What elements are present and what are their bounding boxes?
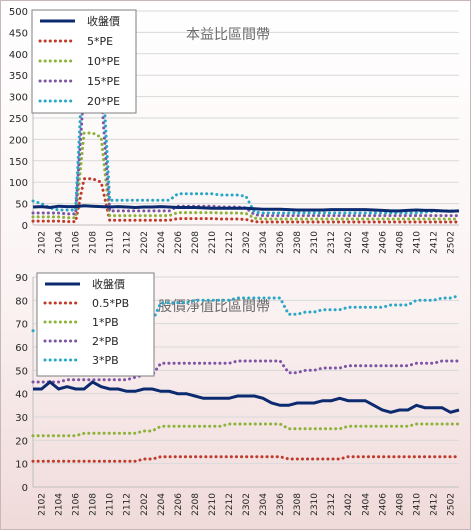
legend-label-2: 1*PB xyxy=(92,316,119,329)
series-line-2 xyxy=(31,422,461,438)
x-tick-label: 2312 xyxy=(327,231,337,254)
x-tick-label: 2310 xyxy=(310,231,320,254)
y-tick-label: 20 xyxy=(15,436,28,447)
x-tick-label: 2110 xyxy=(106,493,116,516)
x-tick-label: 2204 xyxy=(157,493,167,516)
x-tick-label: 2404 xyxy=(361,231,371,254)
pb-band-chart: 0 10 20 30 40 50 60 70 80 90 2102 2104 2106 2108 2110 2… xyxy=(15,272,461,516)
y-tick-label: 500 xyxy=(9,7,28,18)
x-tick-label: 2204 xyxy=(157,231,167,254)
series-line-3 xyxy=(31,359,461,384)
y-tick-label: 0 xyxy=(22,483,28,494)
x-tick-label: 2308 xyxy=(293,231,303,254)
y-tick-label: 50 xyxy=(15,200,28,211)
y-tick-label: 80 xyxy=(15,296,28,307)
x-tick-label: 2212 xyxy=(225,231,235,254)
x-tick-label: 2202 xyxy=(140,231,150,254)
x-tick-label: 2310 xyxy=(310,493,320,516)
x-tick-label: 2406 xyxy=(378,493,388,516)
pe-band-chart: 0 50 100 150 200 250 300 350 400 450 500 2102 2104 21… xyxy=(9,7,461,254)
x-tick-label: 2406 xyxy=(378,231,388,254)
x-tick-label: 2102 xyxy=(38,231,48,254)
y-tick-label: 60 xyxy=(15,343,28,354)
x-tick-label: 2206 xyxy=(174,231,184,254)
x-tick-label: 2112 xyxy=(123,493,133,516)
y-tick-label: 70 xyxy=(15,320,28,331)
x-tick-label: 2306 xyxy=(276,231,286,254)
y-tick-label: 450 xyxy=(9,28,28,39)
series-line-4 xyxy=(31,39,461,215)
x-tick-label: 2104 xyxy=(55,493,65,516)
x-tick-label: 2208 xyxy=(191,231,201,254)
x-tick-label: 2210 xyxy=(208,493,218,516)
y-tick-label: 300 xyxy=(9,93,28,104)
series-line-0 xyxy=(32,204,460,213)
y-tick-label: 90 xyxy=(15,273,28,284)
y-tick-label: 10 xyxy=(15,460,28,471)
x-tick-label: 2502 xyxy=(446,493,456,516)
legend-label-1: 5*PE xyxy=(87,35,113,48)
y-tick-label: 0 xyxy=(22,221,28,232)
x-tick-label: 2408 xyxy=(395,231,405,254)
y-tick-label: 350 xyxy=(9,71,28,82)
legend-label-0: 收盤價 xyxy=(92,277,125,291)
y-tick-label: 200 xyxy=(9,135,28,146)
legend-box xyxy=(31,9,137,114)
x-tick-label: 2206 xyxy=(174,493,184,516)
x-tick-label: 2412 xyxy=(429,493,439,516)
x-tick-label: 2410 xyxy=(412,231,422,254)
legend-label-2: 10*PE xyxy=(87,55,120,68)
x-tick-label: 2404 xyxy=(361,493,371,516)
x-tick-label: 2408 xyxy=(395,493,405,516)
x-tick-label: 2102 xyxy=(38,493,48,516)
x-tick-label: 2110 xyxy=(106,231,116,254)
y-tick-label: 30 xyxy=(15,413,28,424)
x-tick-label: 2212 xyxy=(225,493,235,516)
x-tick-label: 2502 xyxy=(446,231,456,254)
x-tick-label: 2312 xyxy=(327,493,337,516)
x-tick-label: 2304 xyxy=(259,231,269,254)
legend-box xyxy=(36,272,155,377)
x-tick-label: 2106 xyxy=(72,231,82,254)
chart-title: 本益比區間帶 xyxy=(186,27,270,43)
y-tick-label: 100 xyxy=(9,178,28,189)
legend-label-3: 15*PE xyxy=(87,75,120,88)
x-tick-label: 2304 xyxy=(259,493,269,516)
series-line-2 xyxy=(31,131,461,221)
x-tick-label: 2402 xyxy=(344,493,354,516)
x-tick-label: 2202 xyxy=(140,493,150,516)
legend-label-1: 0.5*PB xyxy=(92,297,129,310)
series-line-1 xyxy=(31,177,461,224)
x-tick-label: 2402 xyxy=(344,231,354,254)
legend-label-0: 收盤價 xyxy=(87,14,120,28)
legend-label-3: 2*PB xyxy=(92,335,119,348)
series-line-1 xyxy=(31,455,461,463)
y-tick-label: 250 xyxy=(9,114,28,125)
series-line-0 xyxy=(33,380,460,414)
x-tick-label: 2302 xyxy=(242,493,252,516)
x-tick-label: 2306 xyxy=(276,493,286,516)
legend-label-4: 3*PB xyxy=(92,354,119,367)
y-tick-label: 40 xyxy=(15,390,28,401)
x-tick-label: 2108 xyxy=(89,231,99,254)
x-tick-label: 2108 xyxy=(89,493,99,516)
x-tick-label: 2308 xyxy=(293,493,303,516)
x-tick-label: 2210 xyxy=(208,231,218,254)
legend-label-4: 20*PE xyxy=(87,95,120,108)
x-tick-label: 2106 xyxy=(72,493,82,516)
y-tick-label: 50 xyxy=(15,366,28,377)
y-tick-label: 400 xyxy=(9,50,28,61)
x-tick-label: 2302 xyxy=(242,231,252,254)
x-tick-label: 2208 xyxy=(191,493,201,516)
x-tick-label: 2412 xyxy=(429,231,439,254)
y-tick-label: 150 xyxy=(9,157,28,168)
x-tick-label: 2104 xyxy=(55,231,65,254)
x-tick-label: 2112 xyxy=(123,231,133,254)
chart-title: 股價淨值比區間帶 xyxy=(158,298,270,315)
x-tick-label: 2410 xyxy=(412,493,422,516)
